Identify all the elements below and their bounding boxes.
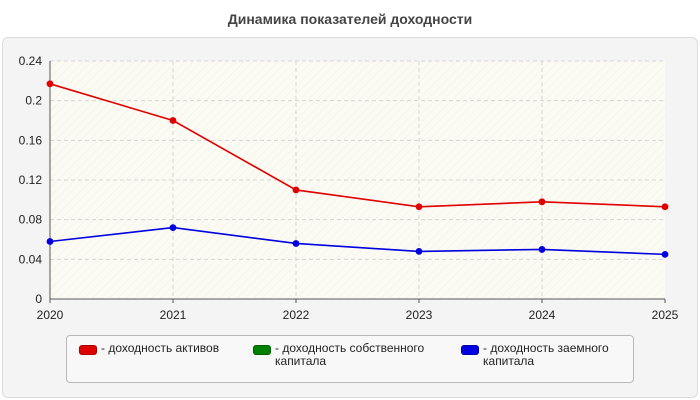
series-layer — [46, 80, 669, 258]
legend: - доходность активов - доходность собств… — [66, 335, 634, 383]
series-line-2 — [49, 226, 666, 256]
data-point-0 — [415, 203, 423, 211]
legend-label-debt: - доходность заемного капитала — [483, 341, 609, 368]
y-tick-label: 0 — [35, 292, 42, 306]
y-tick-label: 0.08 — [19, 213, 43, 227]
y-tick-label: 0.04 — [19, 252, 43, 266]
y-tick-label: 0.24 — [19, 54, 43, 68]
data-point-2 — [46, 238, 54, 245]
legend-item-assets: - доходность активов — [79, 342, 251, 355]
x-tick-label: 2024 — [529, 308, 556, 322]
data-point-2 — [538, 246, 546, 253]
data-point-2 — [169, 224, 177, 232]
y-tick-label: 0.16 — [19, 133, 43, 147]
data-point-0 — [169, 117, 177, 124]
legend-swatch-debt — [461, 345, 479, 355]
legend-label-assets: - доходность активов — [101, 341, 220, 355]
x-tick-label: 2020 — [37, 308, 64, 322]
chart-title: Динамика показателей доходности — [227, 11, 473, 27]
y-tick-label: 0.2 — [25, 94, 42, 108]
legend-swatch-assets — [79, 345, 97, 355]
x-tick-label: 2023 — [406, 308, 433, 322]
series-line-0 — [49, 83, 666, 208]
legend-label-equity: - доходность собственного капитала — [275, 341, 425, 368]
data-point-2 — [661, 250, 669, 258]
data-point-0 — [538, 198, 546, 206]
x-tick-label: 2021 — [160, 308, 187, 322]
grid-lines — [50, 60, 665, 299]
legend-swatch-equity — [253, 345, 271, 355]
axes: 0 0.04 0.08 0.12 0.16 0.2 0.24 2020 2021 2022 2023… — [19, 54, 679, 322]
data-point-0 — [661, 203, 669, 211]
x-tick-label: 2025 — [652, 308, 679, 322]
x-tick-label: 2022 — [283, 308, 310, 322]
data-point-0 — [46, 80, 54, 88]
data-point-0 — [292, 186, 300, 194]
y-tick-label: 0.12 — [19, 173, 43, 187]
legend-item-debt: - доходность заемного капитала — [461, 342, 633, 368]
data-point-2 — [292, 240, 300, 247]
data-point-2 — [415, 248, 423, 255]
legend-item-equity: - доходность собственного капитала — [253, 342, 425, 368]
